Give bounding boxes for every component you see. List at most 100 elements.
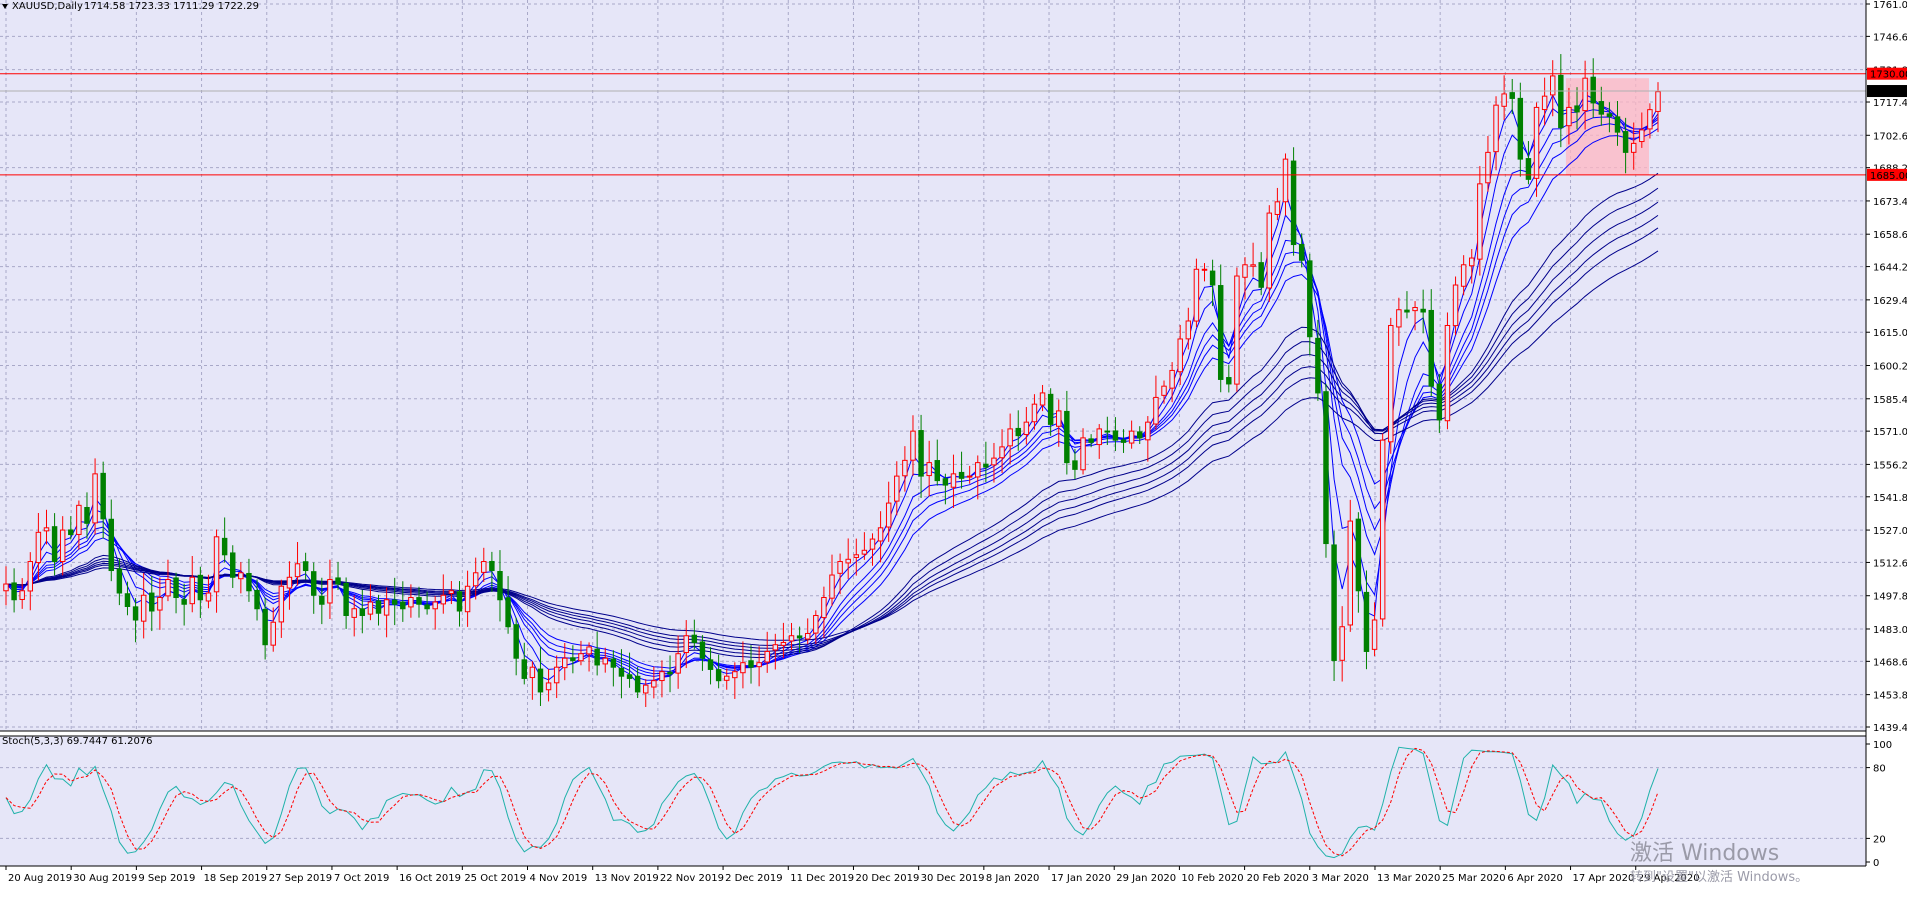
candle-body — [537, 668, 544, 693]
candle-body — [999, 446, 1005, 459]
candle — [934, 439, 941, 486]
candle-body — [367, 601, 374, 615]
candle-body — [1266, 212, 1273, 289]
candle-body — [116, 568, 123, 594]
candle — [76, 500, 82, 550]
candle-body — [1566, 106, 1572, 127]
candle-body — [756, 662, 762, 668]
candle-body — [286, 576, 293, 589]
candle-body — [813, 614, 819, 634]
candle — [213, 529, 220, 613]
date-tick-label: 18 Sep 2019 — [204, 873, 267, 884]
candle-body — [100, 472, 106, 520]
candle-body — [1655, 91, 1661, 112]
candle — [788, 622, 795, 651]
price-tick-label: 1629.40 — [1873, 296, 1907, 307]
candle — [1315, 319, 1321, 401]
candle-body — [521, 659, 528, 679]
candle — [1371, 602, 1378, 657]
candle — [165, 559, 171, 602]
candle — [845, 538, 851, 580]
candle-body — [1590, 76, 1596, 104]
candle-body — [1104, 430, 1111, 433]
candle-body — [975, 462, 981, 478]
candle-body — [910, 430, 916, 461]
candle — [634, 666, 641, 698]
candle — [246, 558, 252, 602]
candle — [578, 640, 584, 666]
candle — [861, 532, 868, 560]
current-price-label: 1722.29 — [1870, 87, 1907, 98]
candle-body — [1485, 151, 1491, 184]
candle-body — [1209, 270, 1216, 286]
candle-body — [740, 662, 746, 674]
candle — [545, 668, 552, 702]
candle — [254, 579, 260, 621]
candle — [432, 596, 438, 630]
candle — [926, 440, 932, 497]
date-tick-label: 17 Jan 2020 — [1051, 873, 1111, 884]
candle-body — [416, 597, 422, 605]
candle-body — [27, 561, 34, 592]
candle — [748, 645, 754, 684]
candle-body — [651, 680, 657, 688]
candle-body — [553, 666, 560, 684]
candle-body — [966, 475, 973, 478]
candle — [3, 566, 9, 606]
candle-body — [1112, 430, 1119, 441]
candle-body — [594, 648, 600, 666]
date-axis-bg — [0, 866, 1866, 893]
candle — [416, 586, 422, 618]
candle-body — [1614, 116, 1621, 133]
candle-body — [254, 589, 260, 610]
current-price-tag — [1867, 85, 1907, 98]
candle — [942, 473, 949, 505]
candle — [885, 481, 892, 542]
candle-body — [707, 659, 714, 670]
price-tick-label: 1658.60 — [1873, 230, 1907, 241]
candle-body — [1193, 268, 1200, 322]
candle — [448, 580, 455, 605]
candle-body — [723, 675, 730, 681]
candle — [1501, 75, 1507, 120]
candle-body — [894, 475, 900, 502]
candle — [132, 598, 139, 643]
candle — [829, 554, 835, 607]
candle — [1339, 606, 1345, 682]
candle — [391, 577, 398, 626]
candle-body — [440, 594, 447, 605]
candle-body — [1549, 75, 1556, 96]
candle-body — [448, 590, 455, 594]
candle — [764, 631, 770, 673]
collapse-triangle-icon[interactable] — [2, 4, 8, 9]
date-tick-label: 20 Dec 2019 — [855, 873, 919, 884]
candle-body — [505, 597, 511, 628]
watermark-line1: 激活 Windows — [1630, 841, 1779, 866]
level-lines — [0, 73, 1866, 176]
candle — [683, 620, 689, 669]
price-tick-label: 1571.00 — [1873, 427, 1907, 438]
candle — [1582, 60, 1588, 130]
stoch-area[interactable] — [0, 736, 1866, 866]
candle-body — [715, 669, 722, 682]
candle-body — [383, 599, 390, 616]
candle — [869, 533, 876, 566]
candle — [1120, 429, 1127, 453]
stoch-tick-label: 0 — [1873, 858, 1879, 869]
candle-body — [1517, 97, 1524, 160]
date-tick-label: 25 Oct 2019 — [464, 873, 526, 884]
candle-body — [19, 590, 25, 600]
candle — [157, 577, 163, 630]
candle — [1347, 499, 1354, 632]
candle-body — [748, 660, 754, 668]
candle-body — [1145, 421, 1151, 441]
candle-body — [764, 650, 770, 663]
candle-body — [400, 601, 406, 610]
candle-body — [958, 471, 965, 479]
candle-body — [667, 671, 673, 675]
candle — [27, 552, 34, 611]
candle-body — [918, 430, 924, 477]
date-tick-label: 3 Mar 2020 — [1312, 873, 1369, 884]
candle — [238, 562, 244, 594]
